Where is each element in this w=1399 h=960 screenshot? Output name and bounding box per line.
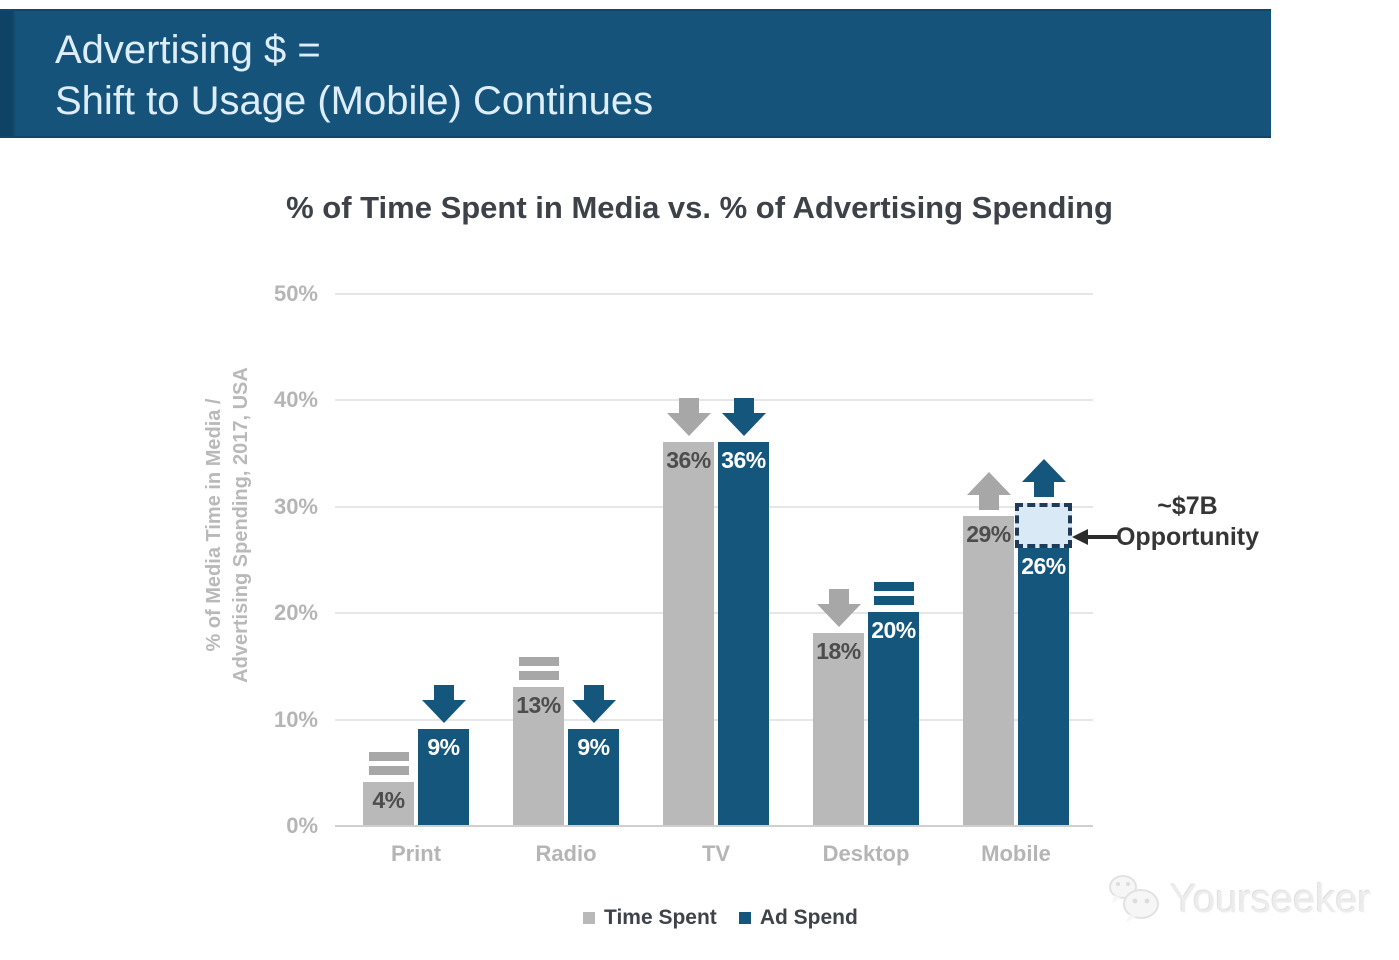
category-label-mobile: Mobile — [981, 841, 1051, 866]
bar-value-label: 9% — [427, 734, 460, 760]
bar-column: 36% — [663, 398, 714, 825]
trend-down-icon — [421, 685, 466, 723]
bar-value-label: 13% — [516, 692, 561, 718]
bar-group-radio: 13% 9% — [513, 293, 619, 825]
ytick-label-10: 10% — [273, 706, 318, 732]
bar-desktop-ad-spend: 20% — [868, 612, 919, 825]
bar-column: 18% — [813, 589, 864, 825]
ytick-label-30: 30% — [273, 493, 318, 519]
legend-swatch-ad-spend — [738, 912, 751, 924]
gridline-10 — [335, 719, 1093, 721]
trend-down-icon — [666, 398, 711, 436]
legend-label-ad-spend: Ad Spend — [759, 906, 858, 929]
banner-title-line1: Advertising $ = — [55, 28, 321, 72]
bar-value-label: 26% — [1021, 553, 1066, 579]
trend-equal-icon — [873, 582, 914, 605]
ytick-label-40: 40% — [273, 387, 318, 413]
bar-column: 13% — [513, 655, 564, 825]
opportunity-annotation: ~$7B Opportunity — [1100, 491, 1275, 553]
trend-up-icon — [1021, 459, 1066, 497]
bar-value-label: 18% — [816, 638, 861, 664]
bar-column: 29% — [963, 472, 1014, 825]
bar-mobile-time-spent: 29% — [963, 516, 1014, 825]
left-arrow-icon — [1072, 529, 1118, 545]
y-axis-label: % of Media Time in Media / Advertising S… — [201, 215, 255, 835]
gridline-20 — [335, 612, 1093, 614]
opportunity-gap-box — [1015, 503, 1072, 548]
trend-equal-icon — [368, 752, 409, 775]
legend-swatch-time-spent — [583, 912, 595, 924]
legend: Time Spent Ad Spend — [583, 906, 858, 930]
bar-group-mobile: 29% 26% — [963, 293, 1072, 825]
category-label-radio: Radio — [535, 841, 597, 866]
bar-value-label: 9% — [577, 734, 610, 760]
header-banner: Advertising $ = Shift to Usage (Mobile) … — [0, 9, 1271, 138]
bar-column: 26% — [1015, 459, 1072, 825]
trend-down-icon — [571, 685, 616, 723]
ytick-label-50: 50% — [273, 281, 318, 306]
bar-group-tv: 36% 36% — [663, 293, 769, 825]
x-axis-baseline — [335, 825, 1093, 827]
gridline-30 — [335, 506, 1093, 508]
watermark: Yourseeker — [1106, 872, 1371, 926]
bar-value-label: 36% — [721, 447, 766, 473]
category-label-desktop: Desktop — [822, 841, 910, 866]
bar-value-label: 36% — [666, 447, 711, 473]
legend-label-time-spent: Time Spent — [604, 906, 717, 929]
ytick-label-20: 20% — [273, 600, 318, 626]
wechat-icon — [1109, 875, 1159, 922]
bar-desktop-time-spent: 18% — [813, 633, 864, 825]
bar-column: 36% — [718, 398, 769, 825]
bar-tv-time-spent: 36% — [663, 442, 714, 825]
bar-group-print: 4% 9% — [363, 293, 469, 825]
bar-column: 4% — [363, 750, 414, 825]
banner-title-line2: Shift to Usage (Mobile) Continues — [55, 79, 654, 123]
bar-tv-ad-spend: 36% — [718, 442, 769, 825]
bar-print-time-spent: 4% — [363, 782, 414, 825]
opportunity-label: Opportunity — [1115, 523, 1260, 551]
bar-mobile-ad-spend: 26% — [1018, 548, 1069, 825]
bar-radio-time-spent: 13% — [513, 687, 564, 825]
bar-column: 9% — [568, 685, 619, 825]
watermark-text: Yourseeker — [1170, 876, 1371, 921]
bar-column: 9% — [418, 685, 469, 825]
bar-value-label: 29% — [966, 521, 1011, 547]
gridline-50 — [335, 293, 1093, 295]
trend-down-icon — [816, 589, 861, 627]
plot-area: 4% 9% 13% 9% 36% 36% 18% 20% 29% 26% — [335, 293, 1093, 827]
bar-print-ad-spend: 9% — [418, 729, 469, 825]
chart-title: % of Time Spent in Media vs. % of Advert… — [286, 190, 1113, 225]
opportunity-amount: ~$7B — [1157, 492, 1218, 520]
gridline-40 — [335, 399, 1093, 401]
category-label-tv: TV — [701, 841, 731, 866]
bar-radio-ad-spend: 9% — [568, 729, 619, 825]
bar-column: 20% — [868, 580, 919, 825]
bar-value-label: 20% — [871, 617, 916, 643]
bar-group-desktop: 18% 20% — [813, 293, 919, 825]
ytick-label-0: 0% — [286, 813, 318, 838]
y-axis-label-line1: % of Media Time in Media / — [203, 398, 225, 652]
trend-equal-icon — [518, 657, 559, 680]
bar-value-label: 4% — [372, 787, 405, 813]
trend-down-icon — [721, 398, 766, 436]
trend-up-icon — [966, 472, 1011, 510]
category-label-print: Print — [390, 841, 442, 866]
y-axis-label-line2: Advertising Spending, 2017, USA — [230, 367, 252, 683]
